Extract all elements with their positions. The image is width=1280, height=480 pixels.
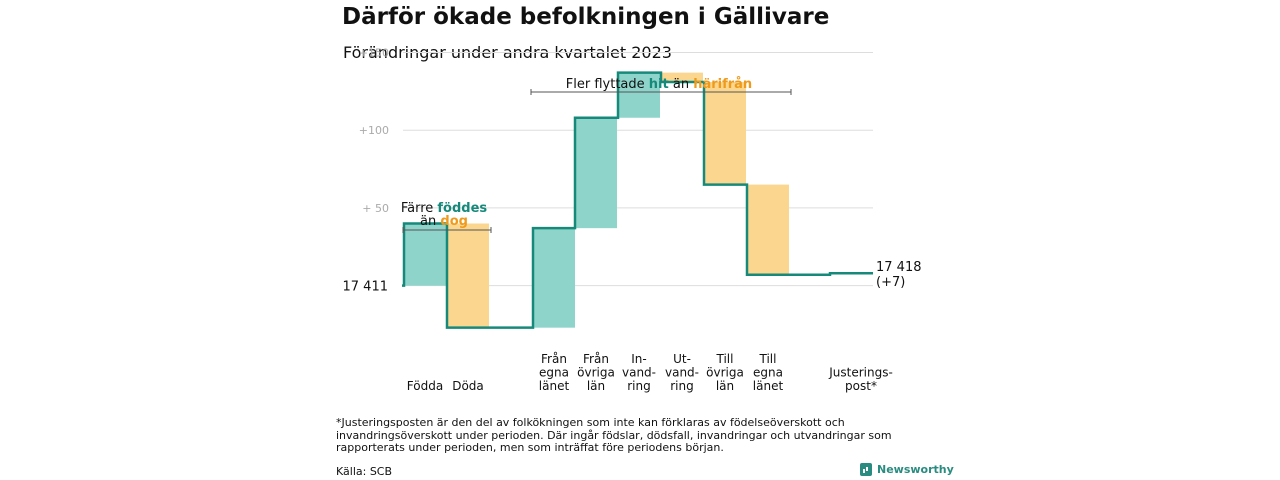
annotation-births-line2: än dog — [420, 214, 468, 229]
annotation-births-line1: Färre föddes — [401, 201, 488, 216]
bar-födda — [404, 223, 446, 286]
category-label: övriga — [577, 366, 615, 380]
bar-frånegnalänet — [533, 228, 575, 328]
category-label: Ut- — [673, 352, 691, 366]
category-label: vand- — [665, 366, 699, 380]
category-label: län — [587, 379, 605, 393]
running-total-path — [402, 71, 873, 329]
annotation-fragment: föddes — [437, 201, 487, 216]
category-label: egna — [753, 366, 783, 380]
bar-tillegnalänet — [747, 184, 789, 275]
category-label: ring — [627, 379, 651, 393]
annotation-migration: Fler flyttade hit än härifrån — [566, 77, 752, 92]
category-label: In- — [631, 352, 646, 366]
brand-logo: Newsworthy — [860, 463, 954, 476]
bar-frånövrigalän — [575, 117, 617, 229]
category-label: Till — [716, 352, 734, 366]
annotation-fragment: härifrån — [693, 77, 752, 92]
footnote: *Justeringsposten är den del av folkökni… — [336, 416, 892, 454]
bar-tillövrigalän — [704, 81, 746, 185]
category-label: post* — [845, 379, 877, 393]
start-value-label: 17 411 — [343, 280, 389, 295]
annotation-fragment: Färre — [401, 201, 438, 216]
grid-lines: +150 +100 + 50 — [359, 46, 873, 287]
category-label: Från — [583, 352, 609, 366]
source-label: Källa: SCB — [336, 465, 393, 478]
annotation-fragment: än — [669, 77, 693, 92]
category-label: länet — [539, 379, 570, 393]
category-label: vand- — [622, 366, 656, 380]
category-label: Justerings- — [828, 366, 893, 380]
category-label: länet — [753, 379, 784, 393]
end-change-label: (+7) — [876, 275, 905, 290]
bar-utvandring — [661, 72, 703, 82]
brand-name: Newsworthy — [877, 463, 954, 476]
annotation-fragment: Fler flyttade — [566, 77, 649, 92]
y-tick-label: + 50 — [362, 202, 389, 215]
annotation-fragment: dog — [440, 214, 468, 229]
newsworthy-logo-icon — [860, 463, 872, 476]
category-label: Döda — [452, 379, 484, 393]
end-value-label: 17 418 — [876, 260, 922, 275]
category-label: Födda — [407, 379, 443, 393]
bar-döda — [447, 223, 489, 328]
annotation-fragment: än — [420, 214, 440, 229]
category-label: övriga — [706, 366, 744, 380]
running-total-line — [402, 71, 873, 329]
annotation-fragment: hit — [649, 77, 669, 92]
bar-invandring — [618, 72, 660, 118]
category-label: län — [716, 379, 734, 393]
category-label: Till — [759, 352, 777, 366]
y-tick-label: +100 — [359, 124, 389, 137]
category-label: egna — [539, 366, 569, 380]
bars — [404, 72, 789, 328]
chart-title: Därför ökade befolkningen i Gällivare — [342, 4, 830, 30]
category-label: Från — [541, 352, 567, 366]
category-label: ring — [670, 379, 694, 393]
y-tick-label: +150 — [359, 46, 389, 59]
